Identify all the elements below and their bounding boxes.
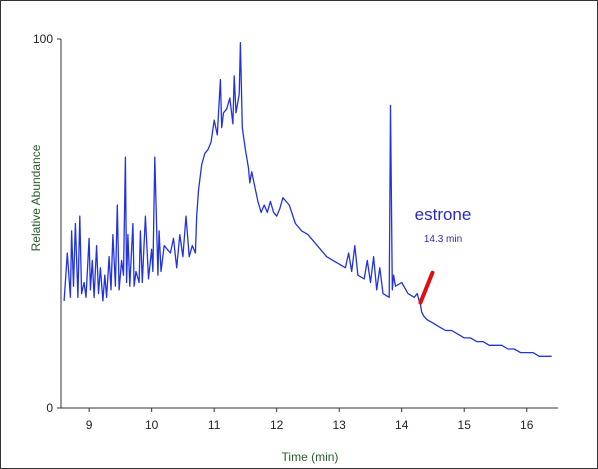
estrone-time-label: 14.3 min: [424, 234, 462, 245]
tick-labels: 9 10 11 12 13 14 15 16 0 100: [33, 32, 534, 432]
estrone-label: estrone: [415, 205, 472, 224]
y-axis-label: Relative Abundance: [29, 144, 43, 251]
x-tick-label: 11: [208, 418, 221, 432]
x-tick-label: 13: [333, 418, 347, 432]
y-tick-label: 100: [33, 32, 53, 46]
x-tick-label: 14: [395, 418, 409, 432]
x-tick-label: 10: [145, 418, 159, 432]
estrone-arrow: [418, 270, 435, 305]
x-tick-label: 12: [270, 418, 284, 432]
axes: [60, 39, 558, 409]
x-tick-label: 15: [458, 418, 472, 432]
x-axis-label: Time (min): [282, 450, 339, 464]
y-tick-label: 0: [46, 401, 53, 415]
x-tick-label: 9: [86, 418, 93, 432]
x-tick-label: 16: [520, 418, 534, 432]
